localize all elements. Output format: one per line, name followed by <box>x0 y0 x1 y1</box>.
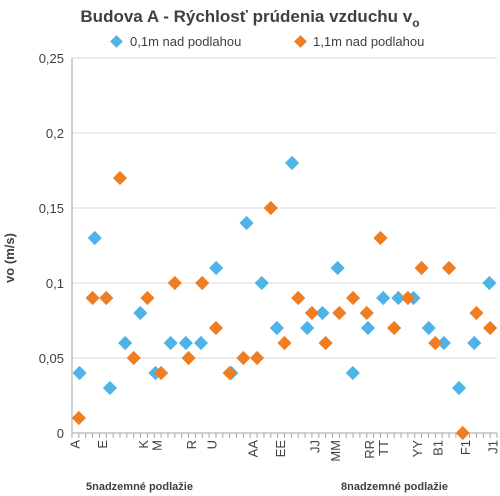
x-tick-label: RR <box>362 440 377 459</box>
chart-title-main: Budova A - Rýchlosť prúdenia vzduchu v <box>80 7 412 26</box>
data-point-series-2 <box>263 200 278 216</box>
data-point-series-1 <box>300 320 315 336</box>
data-point-series-2 <box>332 305 347 321</box>
x-tick-label: U <box>205 440 220 449</box>
data-point-series-1 <box>467 335 482 351</box>
y-tick-label: 0,25 <box>39 51 64 66</box>
x-tick-label: R <box>184 440 199 449</box>
data-point-series-1 <box>421 320 436 336</box>
chart-title-subscript: o <box>412 16 419 30</box>
x-tick-label: A <box>67 440 82 449</box>
x-tick-label: JJ <box>307 440 322 453</box>
data-point-series-1 <box>330 260 345 276</box>
data-point-series-1 <box>133 305 148 321</box>
y-tick-label: 0,1 <box>46 276 64 291</box>
data-point-series-1 <box>87 230 102 246</box>
data-point-series-2 <box>373 230 388 246</box>
data-point-series-2 <box>208 320 224 336</box>
data-point-series-1 <box>193 335 209 351</box>
data-point-series-2 <box>441 260 457 276</box>
legend-label-series-2: 1,1m nad podlahou <box>313 34 424 49</box>
y-tick-label: 0,2 <box>46 126 64 141</box>
data-point-series-1 <box>254 275 269 291</box>
data-point-series-2 <box>85 290 100 306</box>
x-tick-label: MM <box>328 440 343 462</box>
x-tick-label: B1 <box>431 440 446 456</box>
data-point-series-2 <box>112 170 128 186</box>
annotation-floor-8: 8nadzemné podlažie <box>341 481 448 493</box>
data-point-series-2 <box>236 350 251 366</box>
x-tick-label: M <box>150 440 165 451</box>
legend: 0,1m nad podlahou 1,1m nad podlahou <box>110 34 424 49</box>
data-point-series-1 <box>239 215 254 231</box>
y-tick-label: 0 <box>57 426 64 441</box>
data-point-series-2 <box>291 290 306 306</box>
x-tick-label: K <box>136 440 151 449</box>
data-point-series-1 <box>436 335 451 351</box>
data-point-series-2 <box>428 335 443 351</box>
data-point-series-2 <box>345 290 361 306</box>
data-point-series-2 <box>195 275 210 291</box>
data-point-series-2 <box>387 320 402 336</box>
x-tick-label: AA <box>246 440 261 458</box>
data-point-series-2 <box>154 365 169 381</box>
data-point-series-1 <box>285 155 300 171</box>
data-point-series-2 <box>359 305 374 321</box>
x-tick-label: TT <box>376 440 391 456</box>
data-point-series-2 <box>455 425 470 441</box>
legend-marker-series-2 <box>294 35 307 48</box>
annotation-floor-5: 5nadzemné podlažie <box>86 481 193 493</box>
data-point-series-2 <box>181 350 196 366</box>
data-point-series-1 <box>482 275 497 291</box>
data-point-series-1 <box>72 365 87 381</box>
data-point-series-2 <box>71 410 86 426</box>
data-point-series-2 <box>483 320 498 336</box>
y-tick-label: 0,15 <box>39 201 64 216</box>
data-point-series-2 <box>400 290 415 306</box>
data-point-series-1 <box>163 335 178 351</box>
data-point-series-2 <box>126 350 141 366</box>
x-tick-label: YY <box>410 440 425 458</box>
x-tick-label: EE <box>273 440 288 458</box>
data-point-series-2 <box>140 290 155 306</box>
data-point-series-1 <box>376 290 391 306</box>
data-point-series-2 <box>469 305 484 321</box>
x-tick-label: E <box>95 440 110 449</box>
data-point-series-1 <box>118 335 133 351</box>
data-point-series-2 <box>304 305 319 321</box>
data-point-series-1 <box>360 320 376 336</box>
legend-label-series-1: 0,1m nad podlahou <box>130 34 241 49</box>
data-point-series-1 <box>178 335 193 351</box>
grid-lines <box>71 57 497 434</box>
x-tick-label: J1 <box>486 440 500 454</box>
data-point-series-1 <box>391 290 406 306</box>
data-point-series-2 <box>167 275 182 291</box>
legend-marker-series-1 <box>110 35 123 48</box>
data-point-series-2 <box>99 290 114 306</box>
data-point-series-1 <box>345 365 360 381</box>
x-tick-label: F1 <box>458 440 473 455</box>
data-point-series-2 <box>222 365 237 381</box>
data-points <box>71 155 498 441</box>
y-axis-label: vo (m/s) <box>2 233 17 283</box>
data-point-series-1 <box>451 380 467 396</box>
data-point-series-2 <box>414 260 429 276</box>
data-point-series-2 <box>318 335 333 351</box>
data-point-series-1 <box>269 320 284 336</box>
chart-title: Budova A - Rýchlosť prúdenia vzduchu vo <box>80 7 419 30</box>
data-point-series-2 <box>277 335 292 351</box>
data-point-series-1 <box>315 305 330 321</box>
data-point-series-1 <box>102 380 118 396</box>
data-point-series-1 <box>209 260 224 276</box>
y-axis-ticks: 0 0,05 0,1 0,15 0,2 0,25 <box>39 51 64 441</box>
y-tick-label: 0,05 <box>39 351 64 366</box>
data-point-series-2 <box>250 350 265 366</box>
